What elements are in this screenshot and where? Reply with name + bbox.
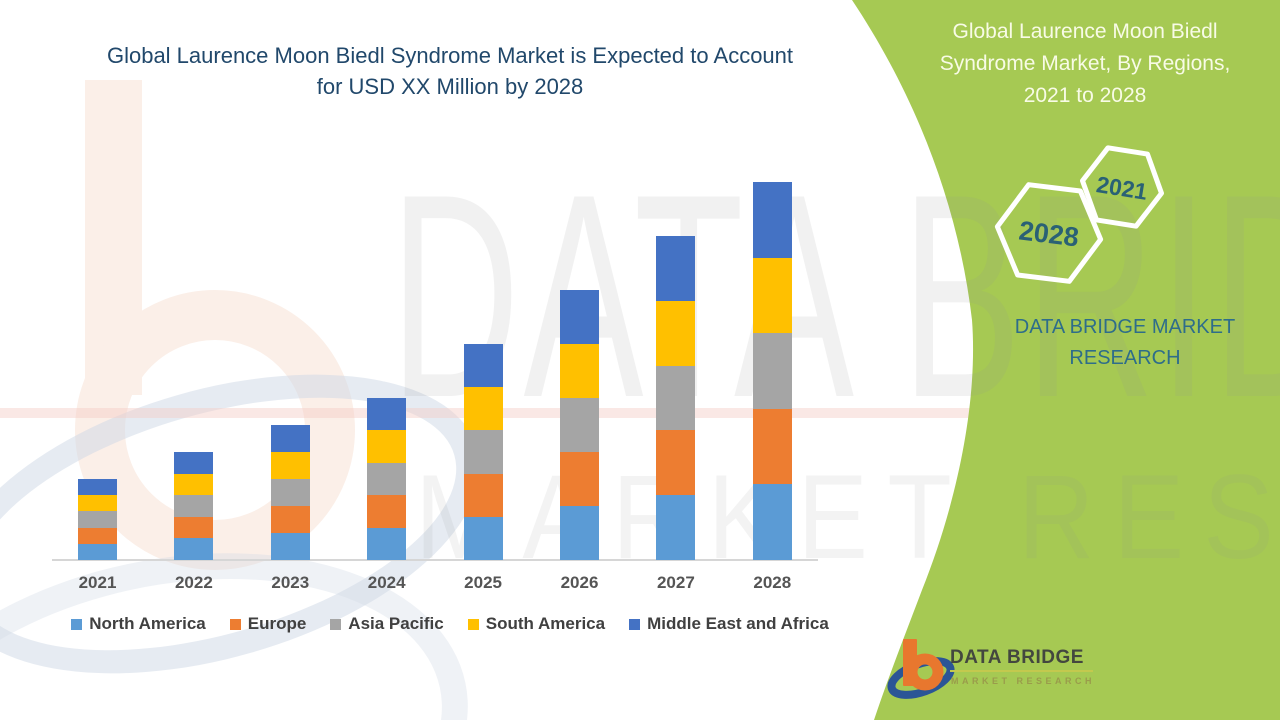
bar-segment-north-america	[752, 484, 792, 560]
bar-segment-north-america	[463, 516, 503, 560]
bar-segment-middle-east-and-africa	[174, 452, 214, 474]
stacked-bar-2026	[560, 290, 599, 560]
legend-item-asia-pacific: Asia Pacific	[330, 614, 444, 634]
x-axis-tick-label: 2026	[560, 573, 599, 592]
bar-segment-north-america	[656, 495, 696, 560]
bar-segment-north-america	[367, 527, 407, 560]
chart-title-line1: Global Laurence Moon Biedl Syndrome Mark…	[106, 43, 794, 68]
chart-legend: North America Europe Asia Pacific South Ame…	[0, 614, 900, 634]
bar-segment-europe	[752, 408, 792, 485]
bar-segment-middle-east-and-africa	[752, 182, 792, 258]
legend-swatch-icon	[467, 618, 479, 630]
bar-segment-europe	[270, 506, 310, 533]
stacked-bar-2028	[752, 182, 792, 560]
x-axis-tick-label: 2022	[174, 573, 213, 592]
bar-segment-asia-pacific	[174, 495, 214, 517]
chart-title: Global Laurence Moon Biedl Syndrome Mark…	[30, 40, 870, 102]
sidebar-heading-line1: Global Laurence Moon Biedl	[952, 20, 1218, 43]
bar-segment-asia-pacific	[463, 430, 503, 474]
legend-item-south-america: South America	[467, 614, 606, 634]
sidebar-brand-text: DATA BRIDGE MARKET RESEARCH	[975, 312, 1275, 374]
stacked-bar-2023	[270, 425, 310, 560]
bar-segment-south-america	[560, 344, 599, 398]
bar-segment-middle-east-and-africa	[270, 425, 310, 452]
legend-item-europe: Europe	[229, 614, 307, 634]
legend-label: North America	[89, 614, 206, 633]
bar-segment-south-america	[463, 387, 503, 431]
legend-label: South America	[485, 614, 606, 633]
hexagon-year-label: 2021	[1095, 171, 1150, 205]
legend-swatch-icon	[629, 618, 641, 630]
bar-segment-asia-pacific	[752, 333, 792, 409]
legend-label: Middle East and Africa	[647, 614, 829, 633]
data-bridge-logo-icon	[887, 639, 955, 699]
sidebar-heading-line3: 2021 to 2028	[1023, 84, 1147, 107]
x-axis-tick-label: 2025	[464, 573, 502, 592]
chart-title-line2: for USD XX Million by 2028	[316, 74, 584, 99]
sidebar-brand-line1: DATA BRIDGE MARKET	[1014, 316, 1236, 338]
bar-segment-europe	[78, 527, 117, 544]
sidebar-brand-line2: RESEARCH	[1069, 347, 1181, 369]
bar-segment-europe	[174, 516, 214, 539]
hexagon-2028: 2028	[994, 182, 1104, 284]
bar-segment-europe	[463, 473, 503, 517]
x-axis-tick-label: 2021	[78, 573, 117, 592]
legend-label: Europe	[247, 614, 307, 633]
bar-segment-north-america	[78, 543, 117, 560]
stacked-bar-2025	[463, 344, 503, 560]
legend-swatch-icon	[71, 618, 83, 630]
hexagon-year-label: 2028	[1017, 215, 1080, 252]
bar-segment-north-america	[560, 506, 599, 560]
bar-segment-south-america	[78, 495, 117, 512]
x-axis-tick-label: 2028	[753, 573, 792, 592]
legend-label: Asia Pacific	[348, 614, 444, 633]
bar-segment-europe	[560, 452, 599, 506]
x-axis-tick-label: 2023	[271, 573, 310, 592]
x-axis-tick-label: 2027	[656, 573, 695, 592]
stacked-bar-2024	[367, 398, 407, 560]
bar-segment-middle-east-and-africa	[367, 398, 407, 431]
bar-segment-europe	[656, 430, 696, 496]
logo-underline	[950, 670, 1093, 672]
bar-segment-europe	[367, 495, 407, 528]
stacked-bar-2022	[174, 452, 214, 560]
bar-segment-north-america	[174, 538, 214, 560]
logo-subtitle: MARKET RESEARCH	[951, 676, 1096, 686]
bar-segment-north-america	[270, 533, 310, 560]
bar-segment-middle-east-and-africa	[78, 479, 117, 496]
bar-segment-asia-pacific	[560, 398, 599, 452]
bar-segment-asia-pacific	[367, 462, 407, 496]
x-axis-tick-label: 2024	[367, 573, 406, 592]
legend-swatch-icon	[229, 618, 241, 630]
bar-segment-asia-pacific	[78, 511, 117, 528]
bar-segment-south-america	[270, 452, 310, 479]
stacked-bar-2021	[78, 479, 117, 560]
logo-wordmark: DATA BRIDGE	[950, 647, 1084, 668]
bar-segment-middle-east-and-africa	[560, 290, 599, 344]
bar-segment-asia-pacific	[656, 365, 696, 431]
stacked-bar-chart: 2021 2022 2023 2024 2025 2026 2027 2028	[52, 182, 818, 592]
hexagon-badges: 2021 2028	[994, 145, 1165, 284]
x-axis-line	[52, 559, 818, 561]
bar-segment-middle-east-and-africa	[656, 236, 696, 301]
bar-segment-south-america	[174, 473, 214, 496]
bar-segment-south-america	[752, 257, 792, 334]
sidebar-heading-line2: Syndrome Market, By Regions,	[939, 52, 1231, 75]
bar-segment-asia-pacific	[270, 479, 310, 506]
sidebar-heading: Global Laurence Moon Biedl Syndrome Mark…	[890, 16, 1280, 112]
legend-swatch-icon	[330, 618, 342, 630]
bar-segment-south-america	[656, 300, 696, 366]
bar-segment-middle-east-and-africa	[463, 344, 503, 388]
legend-item-north-america: North America	[71, 614, 206, 634]
stacked-bar-2027	[656, 236, 696, 560]
legend-item-middle-east-and-africa: Middle East and Africa	[629, 614, 829, 634]
bar-segment-south-america	[367, 430, 407, 463]
